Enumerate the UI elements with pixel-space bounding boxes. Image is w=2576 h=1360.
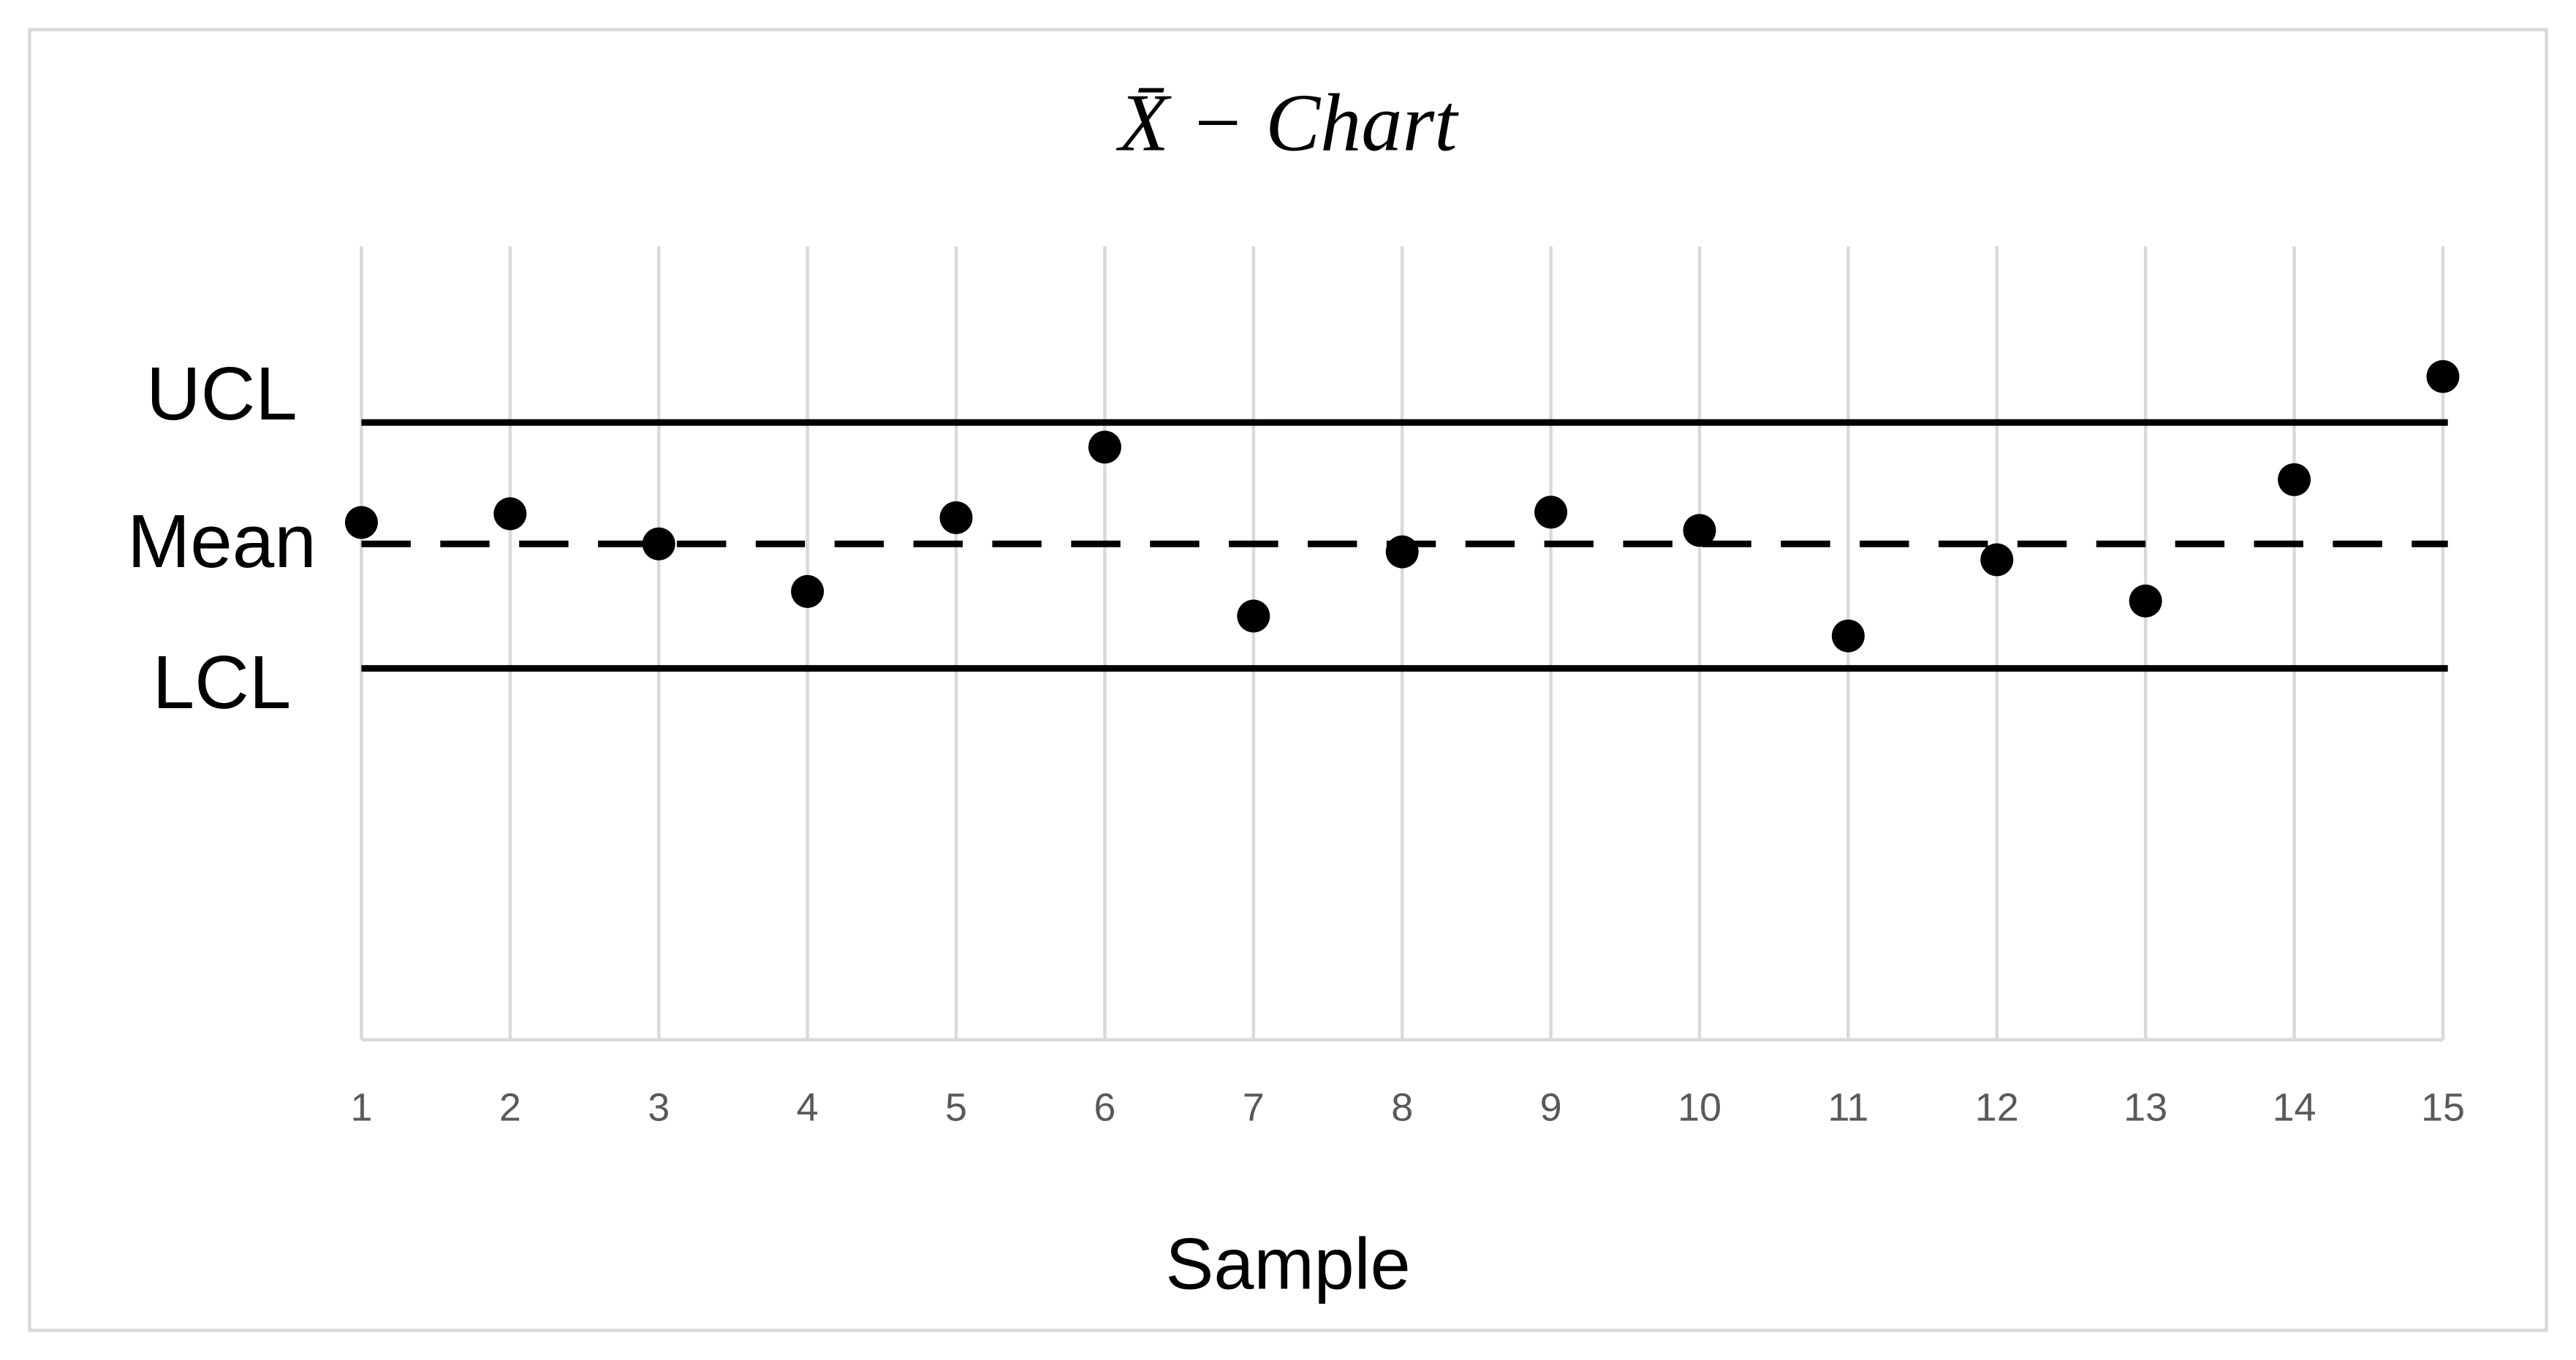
x-tick-label: 12	[1975, 1086, 2019, 1130]
chart-title: X̄ − Chart	[1116, 78, 1460, 169]
data-point	[2278, 463, 2311, 496]
data-point	[939, 501, 973, 534]
x-tick-label: 7	[1243, 1086, 1265, 1130]
x-tick-label: 1	[350, 1086, 372, 1130]
data-point	[2426, 360, 2460, 393]
x-tick-label: 8	[1391, 1086, 1413, 1130]
x-axis-label: Sample	[1165, 1223, 1410, 1304]
x-tick-label: 10	[1678, 1086, 1721, 1130]
data-point	[344, 506, 378, 539]
x-tick-label: 5	[945, 1086, 967, 1130]
data-point	[1831, 619, 1865, 653]
x-tick-label: 15	[2421, 1086, 2465, 1130]
x-tick-label: 2	[499, 1086, 521, 1130]
data-point	[642, 527, 675, 561]
chart-frame	[28, 28, 2548, 1332]
x-tick-label: 9	[1540, 1086, 1562, 1130]
control-line-label: LCL	[153, 639, 292, 724]
x-tick-label: 14	[2273, 1086, 2316, 1130]
data-point	[1683, 514, 1716, 547]
data-point	[2129, 584, 2162, 618]
data-point	[1534, 495, 1568, 529]
x-tick-label: 11	[1827, 1086, 1868, 1130]
x-tick-label: 6	[1094, 1086, 1115, 1130]
x-tick-label: 4	[797, 1086, 819, 1130]
data-point	[791, 574, 825, 608]
data-point	[1385, 535, 1419, 569]
data-point	[493, 497, 527, 531]
x-tick-label: 3	[648, 1086, 670, 1130]
control-line-label: UCL	[146, 351, 298, 436]
control-line-label: Mean	[127, 498, 317, 583]
data-point	[1237, 599, 1270, 633]
data-point	[1980, 543, 2014, 577]
data-point	[1088, 430, 1121, 464]
x-tick-label: 13	[2124, 1086, 2167, 1130]
